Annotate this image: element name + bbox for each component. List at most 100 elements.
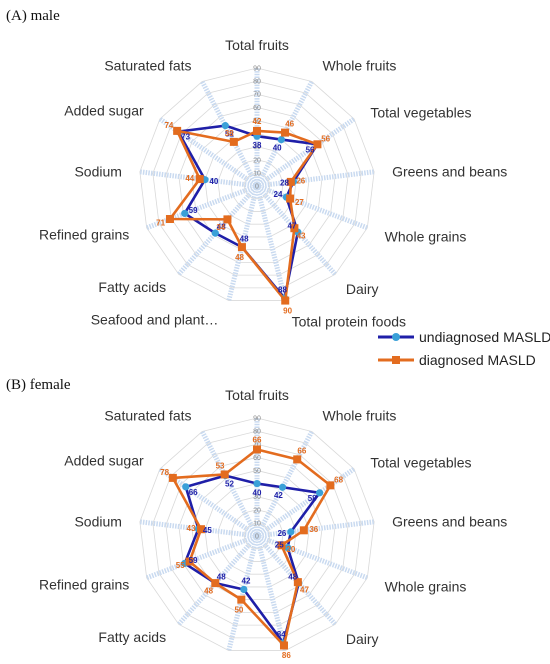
diagnosed-point [211,579,220,588]
tick-label: 10 [253,170,261,177]
axis-label: Whole fruits [322,408,396,424]
legend-undiagnosed-label: undiagnosed MASLD [419,329,550,345]
tick-label: 20 [253,507,261,514]
undiagnosed-value-label: 48 [217,222,226,231]
undiagnosed-point [277,135,285,144]
diagnosed-value-label: 34 [216,223,225,232]
undiagnosed-point [315,489,324,497]
grid-ring [204,483,310,588]
tick-label: 20 [253,157,261,164]
diagnosed-value-label: 43 [187,524,196,533]
tick-label: 90 [253,416,261,423]
diagnosed-point [277,541,286,550]
undiagnosed-value-label: 40 [209,177,218,186]
diagnosed-value-label: 66 [253,435,262,444]
grid-spoke [256,533,369,581]
axis-label: Dairy [346,631,379,647]
diagnosed-value-label: 55 [176,561,185,570]
axis-label: Whole grains [385,228,467,244]
axis-label: Total vegetables [370,104,471,120]
axis-label: Sodium [74,164,121,180]
tick-label: 10 [253,520,261,527]
grid-ring [139,67,375,301]
axis-label: Added sugar [64,102,144,118]
tick-label: 50 [253,468,261,475]
undiagnosed-value-label: 47 [287,221,296,230]
undiagnosed-value-label: 26 [277,529,286,538]
grid-ring [178,106,336,263]
diagnosed-value-label: 48 [235,253,244,262]
grid-spoke [199,430,260,538]
grid-spoke [256,519,375,539]
diagnosed-value-label: 78 [160,468,169,477]
diagnosed-point [229,137,238,146]
undiagnosed-value-label: 59 [189,556,198,565]
diagnosed-value-label: 44 [185,174,194,183]
undiagnosed-value-label: 48 [240,234,249,243]
undiagnosed-value-label: 42 [242,577,251,586]
grid-ring [243,172,271,200]
grid-spoke [226,535,260,652]
axis-label: Total vegetables [370,454,471,470]
legend-undiagnosed-marker [392,333,400,341]
grid-ring [139,417,375,651]
diagnosed-point [313,140,322,149]
grid-spoke [254,185,288,302]
undiagnosed-point [182,483,190,491]
undiagnosed-value-label: 73 [181,133,190,142]
series-undiagnosed-line [176,124,319,300]
axis-label: Sodium [74,514,121,530]
undiagnosed-point [211,229,219,237]
grid-ring [204,133,310,238]
diagnosed-value-label: 38 [225,129,234,138]
radar-chart-male: 0 10 20 30 40 50 60 70 80 90 Total fruits Whole fru… [39,37,507,329]
diagnosed-point [195,175,204,184]
diagnosed-point [281,128,290,137]
undiagnosed-value-label: 48 [217,572,226,581]
diagnosed-value-label: 48 [204,587,213,596]
undiagnosed-value-label: 88 [278,285,287,294]
legend-diagnosed-marker [392,356,400,364]
grid-spoke [226,185,260,302]
grid-spoke [254,80,315,188]
panel-a-title: (A) male [6,8,60,24]
undiagnosed-value-label: 66 [189,488,198,497]
grid-spoke [256,183,369,231]
diagnosed-point [253,126,261,135]
diagnosed-value-label: 42 [253,117,262,126]
diagnosed-value-label: 27 [295,198,304,207]
radar-chart-female: 0 10 20 3040 50 60 70 80 90 Total fruits Whole fru… [39,387,507,664]
axis-label: Whole grains [385,578,467,594]
axis-label: Total fruits [225,37,289,53]
undiagnosed-value-label: 45 [203,526,212,535]
grid-spoke [145,533,258,581]
axis-label: Whole fruits [322,58,396,74]
undiagnosed-value-label: 40 [253,489,262,498]
diagnosed-value-label: 20 [286,545,295,554]
grid-spoke [254,535,288,652]
grid-spoke [199,80,260,188]
diagnosed-point [165,215,174,224]
grid-ring [165,93,349,276]
grid-spoke [254,430,315,538]
diagnosed-point [299,526,308,535]
diagnosed-value-label: 26 [296,177,305,186]
series-undiagnosed-line [183,474,321,645]
grid-spoke [255,534,338,626]
diagnosed-point [197,525,206,534]
grid-spoke [256,169,375,189]
axis-label: Seafood and plant… [91,661,219,664]
axis-label: Refined grains [39,576,129,592]
grid-spoke [145,183,258,231]
diagnosed-value-label: 66 [297,447,306,456]
axis-label: Total fruits [225,387,289,403]
diagnosed-value-label: 71 [156,219,165,228]
grid-ring [243,522,271,550]
tick-label: 90 [253,66,261,73]
undiagnosed-value-label: 48 [288,572,297,581]
diagnosed-point [237,595,246,604]
tick-label: 70 [253,442,261,449]
tick-label: 70 [253,92,261,99]
grid-spoke [255,116,356,189]
grid-spoke [139,169,258,189]
